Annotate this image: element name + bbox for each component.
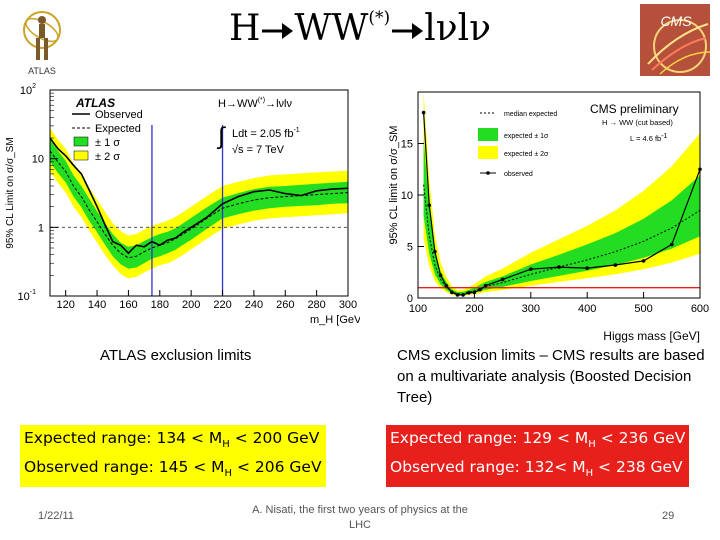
slide-title: H WW(*) lνlν: [150, 8, 570, 49]
cms-y-tick-label: 10: [401, 190, 413, 202]
cms-observed-point: [613, 263, 618, 267]
cms-y-tick-label: 15: [401, 139, 413, 151]
atlas-y-tick-label: 10-1: [18, 289, 37, 303]
cms-observed-point: [478, 287, 482, 292]
cms-observed-point: [641, 259, 646, 263]
atlas-plot-frame: [49, 89, 349, 297]
cms-legend-label: expected ± 1σ: [504, 133, 549, 140]
cms-y-label: 95% CL limit on σ/σ_SM: [388, 126, 400, 245]
atlas-chart: 120 140 160 180 200 220 240 260 280 300 10-1 1 10 102…: [5, 83, 360, 326]
cms-plot-lumi: L = 4.6 fb-1: [630, 133, 668, 143]
atlas-y-tick-label: 102: [20, 83, 36, 97]
right-arrow-icon: [392, 23, 424, 39]
cms-observed-point: [433, 249, 437, 254]
atlas-observed-line: [49, 137, 349, 255]
atlas-x-tick-label: 240: [245, 299, 263, 311]
atlas-x-tick-label: 140: [88, 299, 106, 311]
cms-expected-range: Expected range: 129 < MH < 236 GeV: [390, 429, 686, 451]
cms-observed-point: [421, 110, 426, 115]
cms-x-tick-label: 600: [691, 303, 709, 315]
cms-observed-point: [466, 291, 471, 295]
title-suffix: lνlν: [424, 8, 491, 49]
atlas-lumi-label: Ldt = 2.05 fb-1: [232, 127, 300, 140]
cms-observed-point: [500, 277, 505, 282]
cms-x-tick-label: 100: [409, 303, 427, 315]
cms-x-tick-label: 500: [634, 303, 652, 315]
title-ww: WW: [294, 8, 369, 49]
cms-logo: CMS: [640, 4, 710, 76]
atlas-legend-band-swatch: [73, 150, 89, 161]
cms-legend-band-swatch: [478, 128, 498, 141]
cms-legend-label: expected ± 2σ: [504, 151, 549, 158]
atlas-plot-logo: ATLAS: [75, 96, 115, 110]
footer-page-number: 29: [662, 510, 675, 522]
atlas-integral-sign: ∫: [216, 123, 226, 150]
atlas-1sigma-band: [50, 139, 348, 269]
title-prefix: H: [229, 8, 261, 49]
cms-y-tick-label: 5: [407, 242, 413, 254]
cms-caption: CMS exclusion limits – CMS results are b…: [397, 347, 705, 406]
atlas-legend-band-swatch: [73, 136, 89, 147]
cms-plot-title: CMS preliminary: [590, 102, 679, 116]
atlas-x-tick-label: 180: [151, 299, 169, 311]
cms-observed-range: Observed range: 132< MH < 238 GeV: [390, 458, 683, 480]
cms-x-tick-label: 300: [522, 303, 540, 315]
atlas-legend-label: ± 1 σ: [95, 137, 120, 149]
atlas-caption: ATLAS exclusion limits: [100, 347, 252, 364]
footer-source: A. Nisati, the first two years of physic…: [252, 504, 468, 531]
atlas-2sigma-band: [50, 128, 348, 279]
title-sup: (*): [368, 8, 391, 28]
cms-observed-point: [670, 242, 674, 247]
atlas-y-label: 95% CL Limit on σ/σ_SM: [5, 137, 16, 248]
cms-observed-point: [450, 290, 454, 295]
cms-observed-point: [461, 293, 465, 297]
atlas-process-label: H→WW(*)→lνlν: [218, 97, 292, 110]
atlas-x-tick-label: 120: [57, 299, 75, 311]
cms-legend-label: observed: [504, 171, 533, 178]
cms-y-tick-label: 0: [407, 293, 413, 305]
atlas-logo-text: ATLAS: [28, 66, 56, 76]
cms-observed-point: [427, 203, 432, 208]
cms-logo-text: CMS: [660, 13, 692, 29]
cms-observed-line: [423, 112, 701, 296]
cms-observed-point: [557, 265, 561, 269]
atlas-legend-label: Observed: [95, 109, 143, 121]
cms-legend-observed-marker: [486, 171, 490, 175]
atlas-x-tick-label: 280: [307, 299, 325, 311]
cms-observed-point: [438, 273, 443, 278]
atlas-range-box: Expected range: 134 < MH < 200 GeV Obser…: [20, 425, 326, 488]
cms-legend-label: median expected: [504, 111, 557, 118]
cms-x-tick-label: 200: [465, 303, 483, 315]
cms-plot-subtitle: H → WW (cut based): [602, 118, 673, 127]
atlas-x-tick-label: 220: [213, 299, 231, 311]
atlas-x-tick-label: 260: [276, 299, 294, 311]
atlas-observed-range: Observed range: 145 < MH < 206 GeV: [24, 458, 322, 480]
cms-1sigma-band: [423, 138, 700, 295]
cms-x-tick-label: 400: [578, 303, 596, 315]
atlas-legend-label: Expected: [95, 123, 141, 135]
cms-observed-point: [585, 266, 589, 270]
atlas-logo: ATLAS: [23, 11, 61, 76]
right-arrow-icon: [262, 23, 294, 39]
cms-x-label: Higgs mass [GeV]: [603, 329, 700, 343]
atlas-y-tick-label: 1: [38, 222, 44, 234]
cms-observed-point: [483, 283, 488, 288]
cms-range-box: Expected range: 129 < MH < 236 GeV Obser…: [386, 425, 690, 488]
cms-observed-point: [444, 283, 449, 288]
atlas-legend-label: ± 2 σ: [95, 151, 120, 163]
cms-chart: 100 200 300 400 500 600 0 5 10 15 Higgs mass [GeV]…: [388, 91, 709, 343]
atlas-expected-range: Expected range: 134 < MH < 200 GeV: [24, 429, 320, 451]
atlas-x-tick-label: 160: [119, 299, 137, 311]
cms-observed-point: [529, 267, 533, 271]
atlas-x-tick-label: 200: [182, 299, 200, 311]
atlas-energy-label: √s = 7 TeV: [232, 144, 285, 156]
cms-observed-point: [455, 293, 460, 297]
atlas-x-tick-label: 300: [339, 299, 357, 311]
cms-legend-band-swatch: [478, 146, 498, 159]
footer-date: 1/22/11: [38, 510, 74, 522]
atlas-x-label: m_H [GeV]: [310, 314, 360, 326]
atlas-y-tick-label: 10: [32, 154, 44, 166]
